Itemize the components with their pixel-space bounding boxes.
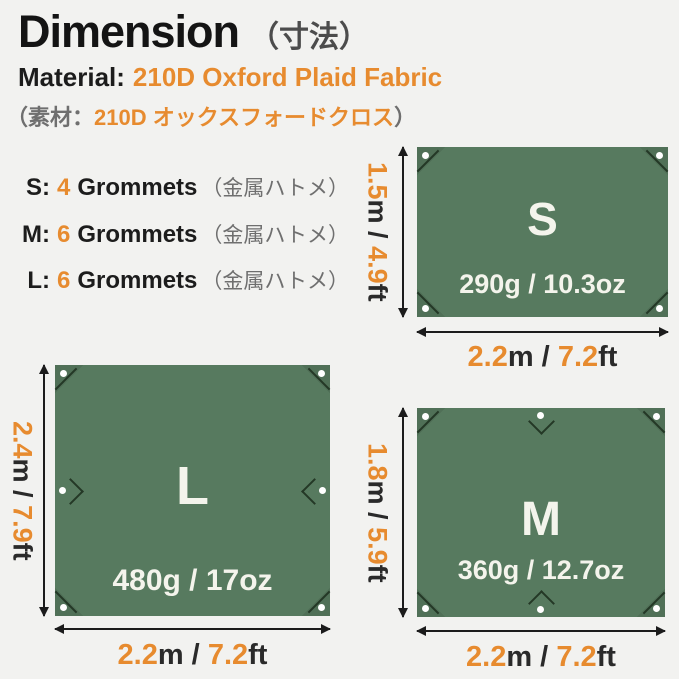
spec-size-label: L:	[27, 267, 50, 294]
height-m-value: 2.4	[7, 420, 38, 459]
tarp-s-width-arrow-icon	[416, 327, 669, 337]
height-m-value: 1.5	[362, 162, 393, 200]
width-m-value: 2.2	[117, 639, 158, 671]
tarp-l-height-arrow-icon	[39, 364, 49, 617]
tarp-m-height-arrow-icon	[398, 407, 408, 618]
page-title-jp: （寸法）	[249, 21, 370, 54]
height-m-unit: m /	[362, 480, 393, 527]
tarp-weight: 480g / 17oz	[112, 564, 273, 597]
height-ft-value: 5.9	[362, 526, 393, 565]
spec-size-label: S:	[26, 174, 50, 201]
tarp-s-width-label: 2.2m / 7.2ft	[417, 341, 668, 374]
tarp-l-rect: L 480g / 17oz	[54, 365, 331, 616]
tarp-m-rect: M 360g / 12.7oz	[416, 408, 666, 617]
spec-grommet-count: 4	[57, 174, 71, 201]
width-ft-value: 7.2	[557, 341, 599, 373]
grommet-icon	[422, 605, 429, 612]
spec-grommet-word: Grommets	[77, 174, 198, 201]
material-row: Material: 210D Oxford Plaid Fabric	[18, 62, 442, 93]
tarp-s-rect: S 290g / 10.3oz	[416, 147, 669, 317]
tarp-m-height-label: 1.8m / 5.9ft	[354, 408, 400, 617]
height-m-unit: m /	[362, 199, 393, 247]
width-ft-value: 7.2	[207, 639, 249, 671]
width-m-unit: m /	[507, 341, 558, 373]
tarp-m-width-arrow-icon	[416, 626, 666, 636]
spec-grommet-jp: （金属ハトメ）	[201, 224, 350, 247]
grommet-icon	[59, 486, 66, 494]
width-ft-unit: ft	[596, 641, 616, 673]
width-m-value: 2.2	[467, 341, 508, 373]
material-jp-row: （素材：210D オックスフォードクロス）	[6, 100, 416, 132]
grommet-icon	[318, 370, 325, 377]
reinforcement-chevron-icon	[528, 590, 555, 617]
material-jp-close: ）	[394, 105, 417, 130]
grommet-spec-row-l: L: 6 Grommets （金属ハトメ）	[16, 265, 349, 295]
height-m-unit: m /	[7, 458, 38, 505]
tarp-weight: 290g / 10.3oz	[459, 269, 626, 299]
height-m-value: 1.8	[362, 442, 393, 481]
height-ft-unit: ft	[362, 283, 393, 302]
width-m-unit: m /	[157, 639, 208, 671]
spec-grommet-jp: （金属ハトメ）	[201, 270, 350, 293]
grommet-icon	[318, 604, 325, 611]
grommet-icon	[422, 152, 429, 159]
grommet-icon	[537, 606, 544, 613]
spec-grommet-count: 6	[57, 221, 71, 248]
width-m-value: 2.2	[466, 641, 507, 673]
spec-grommet-count: 6	[57, 267, 71, 294]
material-jp-open: （素材：	[6, 105, 95, 130]
material-jp-value: 210D オックスフォードクロス	[94, 105, 395, 130]
grommet-icon	[422, 305, 429, 312]
tarp-size-letter: S	[527, 193, 558, 245]
spec-grommet-word: Grommets	[77, 221, 198, 248]
tarp-l-width-arrow-icon	[54, 624, 331, 634]
material-value: 210D Oxford Plaid Fabric	[132, 62, 443, 92]
grommet-icon	[537, 412, 544, 419]
height-ft-unit: ft	[7, 542, 38, 561]
material-label: Material:	[18, 62, 125, 92]
grommet-icon	[60, 604, 67, 611]
width-ft-value: 7.2	[556, 641, 597, 673]
tarp-m-width-label: 2.2m / 7.2ft	[417, 641, 665, 674]
width-ft-unit: ft	[248, 639, 268, 671]
tarp-size-letter: L	[176, 456, 209, 516]
grommet-spec-row-s: S: 4 Grommets （金属ハトメ）	[16, 172, 349, 202]
grommet-icon	[656, 305, 663, 312]
spec-size-label: M:	[22, 221, 50, 248]
grommet-icon	[422, 413, 429, 420]
tarp-s-height-label: 1.5m / 4.9ft	[354, 147, 400, 317]
tarp-weight: 360g / 12.7oz	[457, 555, 625, 585]
height-ft-unit: ft	[362, 564, 393, 583]
tarp-s-height-arrow-icon	[398, 146, 408, 318]
grommet-icon	[656, 152, 663, 159]
grommet-icon	[60, 370, 67, 377]
width-ft-unit: ft	[598, 341, 618, 373]
tarp-l-width-label: 2.2m / 7.2ft	[55, 639, 330, 672]
grommet-spec-row-m: M: 6 Grommets （金属ハトメ）	[16, 219, 349, 249]
width-m-unit: m /	[506, 641, 557, 673]
grommet-icon	[319, 486, 326, 494]
height-ft-value: 4.9	[362, 246, 393, 284]
grommet-icon	[653, 605, 660, 612]
spec-grommet-word: Grommets	[77, 267, 198, 294]
tarp-l-height-label: 2.4m / 7.9ft	[0, 365, 44, 616]
page-title-row: Dimension （寸法）	[18, 6, 369, 58]
spec-grommet-jp: （金属ハトメ）	[201, 177, 350, 200]
grommet-icon	[653, 413, 660, 420]
height-ft-value: 7.9	[7, 504, 38, 543]
page-title: Dimension	[18, 6, 240, 57]
tarp-size-letter: M	[521, 493, 561, 546]
